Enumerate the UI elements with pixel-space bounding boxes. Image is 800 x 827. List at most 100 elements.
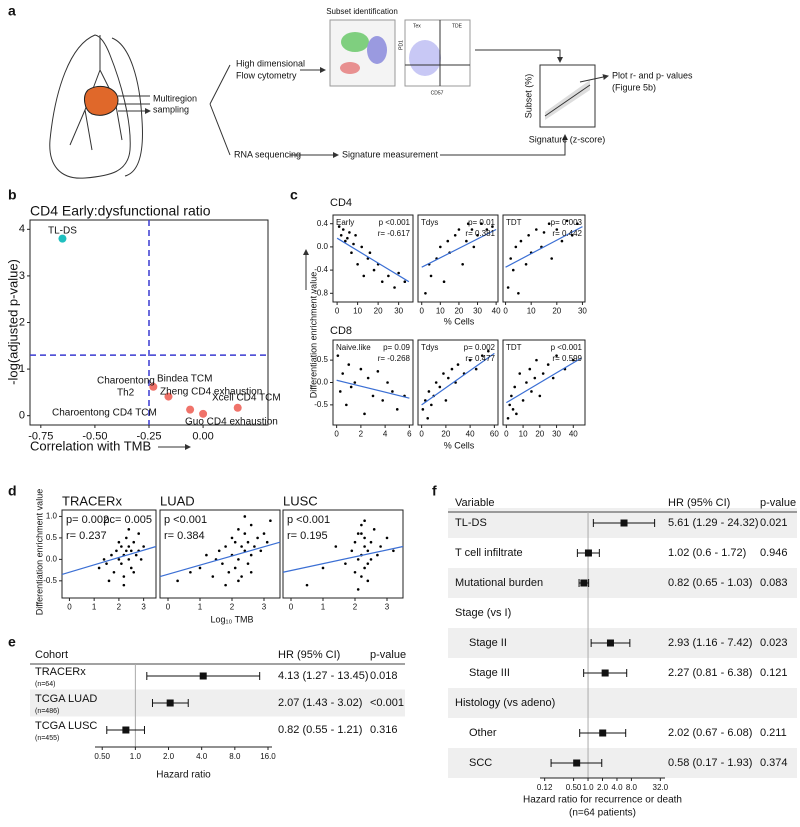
diagram-panel-a	[49, 19, 609, 179]
hr-label: 0.82 (0.55 - 1.21)	[278, 724, 362, 736]
plot-frame	[159, 509, 281, 599]
point	[233, 540, 237, 544]
point	[385, 536, 389, 540]
x-tick-label: -0.25	[136, 431, 161, 443]
x-tick-label: 2.0	[597, 783, 609, 792]
point	[392, 549, 395, 553]
hr-box	[122, 726, 130, 734]
column-header: HR (95% CI)	[668, 497, 730, 509]
y-tick-label: 0.0	[317, 242, 329, 251]
point	[517, 292, 520, 295]
panel-letter: c	[290, 187, 298, 203]
trend-line	[506, 357, 582, 404]
point	[453, 234, 457, 237]
row-label: Stage II	[469, 637, 507, 649]
point	[237, 579, 240, 583]
point	[249, 523, 253, 527]
point	[256, 536, 259, 540]
point	[352, 242, 355, 246]
lung-outline	[49, 34, 143, 179]
annotation: r= 0.195	[287, 530, 328, 542]
x-tick-label: 30	[552, 430, 561, 439]
point	[430, 403, 433, 407]
point	[363, 412, 366, 416]
point	[576, 222, 579, 225]
p-value: 0.083	[760, 577, 788, 589]
plot-frame	[61, 509, 157, 599]
point	[253, 545, 256, 548]
diagram-label: Subset (%)	[523, 74, 533, 119]
x-axis-label: % Cells	[444, 440, 475, 450]
point	[450, 367, 454, 371]
point	[230, 536, 234, 540]
point	[125, 549, 128, 553]
row-label: SCC	[469, 757, 492, 769]
trend-line	[505, 226, 583, 268]
point	[372, 528, 376, 531]
hr-label: 1.02 (0.6 - 1.72)	[668, 547, 746, 559]
point	[510, 394, 513, 398]
column-header: HR (95% CI)	[278, 649, 340, 661]
point	[547, 222, 551, 225]
point	[105, 562, 108, 565]
point	[571, 358, 575, 362]
point	[368, 251, 372, 254]
point	[353, 381, 357, 384]
point	[506, 416, 510, 420]
diagram-label: (Figure 5b)	[612, 82, 656, 92]
point	[356, 532, 360, 535]
point	[107, 579, 111, 583]
hr-box	[573, 759, 581, 767]
panel-letter: f	[432, 483, 437, 499]
hr-label: 2.27 (0.81 - 6.38)	[668, 667, 752, 679]
y-tick-label: -0.5	[43, 576, 57, 585]
point	[456, 363, 460, 366]
diagram-label: Signature (z-score)	[529, 134, 606, 144]
point	[356, 558, 360, 561]
point	[217, 549, 221, 553]
point	[224, 545, 227, 548]
point	[205, 553, 208, 557]
point	[376, 553, 379, 557]
point	[470, 228, 474, 231]
gate-cloud	[409, 40, 441, 76]
hr-label: 4.13 (1.27 - 13.45)	[278, 670, 369, 682]
chart-title: Naive.like	[336, 343, 371, 352]
x-tick-label: 10	[527, 307, 536, 316]
point	[535, 358, 538, 362]
p-value: 0.946	[760, 547, 788, 559]
plot-frame	[502, 339, 586, 426]
x-tick-label: 1	[321, 603, 326, 612]
row-shade	[448, 688, 797, 718]
point	[243, 549, 247, 553]
point	[164, 392, 173, 401]
point	[509, 257, 512, 260]
x-tick-label: 0	[503, 307, 508, 316]
hr-label: 2.93 (1.16 - 7.42)	[668, 637, 752, 649]
point	[550, 257, 553, 260]
point	[221, 562, 224, 565]
point	[363, 545, 366, 548]
point	[360, 575, 363, 578]
x-tick-label: -0.50	[82, 431, 107, 443]
point	[395, 408, 399, 411]
x-tick-label: 60	[490, 430, 499, 439]
point	[249, 570, 253, 574]
point	[511, 268, 515, 272]
point	[379, 545, 382, 548]
annotation: p= 0.01	[468, 218, 495, 227]
point	[265, 540, 269, 544]
point	[570, 234, 574, 237]
x-tick-label: 0	[419, 430, 424, 439]
point	[366, 579, 370, 583]
point	[369, 558, 373, 561]
point	[513, 385, 517, 389]
hr-box	[601, 669, 609, 677]
point	[472, 245, 476, 249]
point	[349, 385, 353, 389]
row-label: TL-DS	[455, 517, 487, 529]
point	[115, 549, 118, 553]
trend-line	[282, 545, 404, 573]
x-axis-note: (n=64 patients)	[569, 808, 636, 819]
